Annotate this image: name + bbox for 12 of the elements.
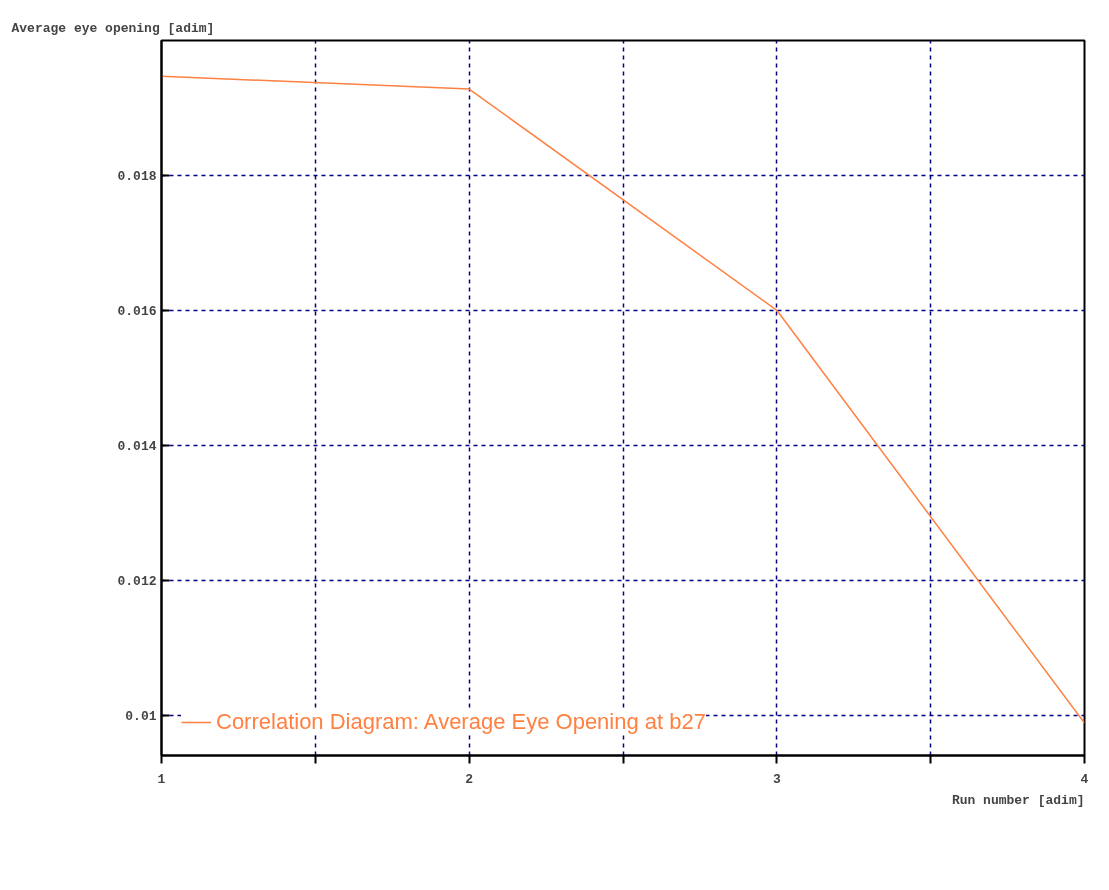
y-tick-label: 0.018 bbox=[117, 168, 157, 184]
x-tick-label: 3 bbox=[772, 771, 781, 787]
x-tick-label: 4 bbox=[1080, 771, 1089, 787]
y-tick-label: 0.01 bbox=[125, 708, 157, 724]
y-axis-title: Average eye opening [adim] bbox=[11, 20, 215, 36]
x-tick-label: 2 bbox=[465, 771, 474, 787]
y-tick-label: 0.012 bbox=[117, 573, 157, 589]
y-tick-label: 0.014 bbox=[117, 438, 157, 454]
legend-label: Correlation Diagram: Average Eye Opening at b27 bbox=[216, 709, 706, 735]
x-axis-title: Run number [adim] bbox=[951, 792, 1085, 808]
x-tick-label: 1 bbox=[157, 771, 166, 787]
y-tick-label: 0.016 bbox=[117, 303, 157, 319]
